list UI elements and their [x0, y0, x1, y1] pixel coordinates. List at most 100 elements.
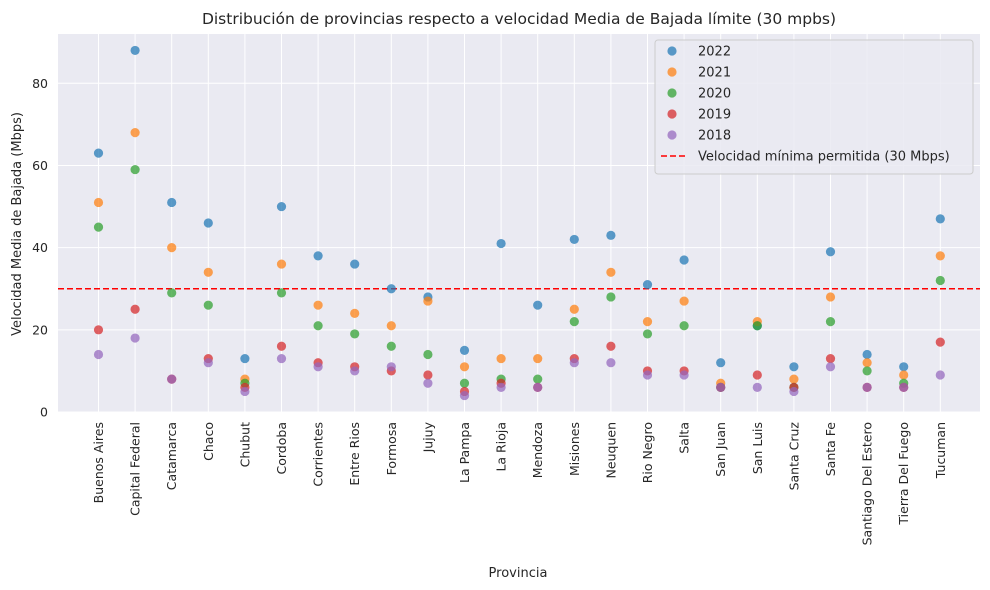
x-tick-label: Santa Fe — [823, 422, 838, 477]
data-point — [825, 317, 836, 327]
data-point — [533, 300, 543, 310]
legend-label: 2018 — [698, 129, 731, 144]
legend-label: 2019 — [698, 108, 731, 123]
data-point — [825, 247, 836, 257]
legend-label: Velocidad mínima permitida (30 Mbps) — [698, 150, 950, 165]
data-point — [93, 349, 104, 360]
y-tick-label: 40 — [32, 240, 48, 255]
data-point — [862, 382, 872, 392]
data-point — [825, 353, 836, 364]
data-point — [569, 317, 579, 327]
x-tick-label: La Pampa — [457, 422, 472, 483]
x-tick-label: Capital Federal — [128, 422, 143, 516]
x-tick-labels: Buenos Aires Capital Federal Catamarca Chac… — [91, 421, 948, 545]
data-point — [679, 255, 689, 265]
data-point — [716, 358, 726, 368]
legend: 2022 2021 2020 2019 2018 Velocidad mínima per… — [654, 39, 974, 175]
data-point — [899, 362, 909, 372]
x-tick-label: Neuquen — [603, 422, 618, 478]
data-points — [93, 45, 945, 401]
y-tick-labels: 0 20 40 60 80 — [32, 76, 48, 420]
chart-title: Distribución de provincias respecto a ve… — [202, 10, 836, 28]
legend-marker — [667, 109, 677, 119]
y-tick-label: 20 — [32, 322, 48, 337]
data-point — [240, 353, 250, 364]
x-tick-label: Salta — [677, 422, 692, 454]
data-point — [752, 370, 762, 380]
x-tick-label: Tierra Del Fuego — [896, 422, 911, 526]
data-point — [203, 218, 213, 228]
data-point — [459, 345, 470, 355]
x-tick-label: San Juan — [713, 422, 728, 477]
data-point — [642, 329, 653, 339]
data-point — [533, 374, 543, 384]
x-tick-label: Rio Negro — [640, 422, 655, 483]
data-point — [533, 353, 543, 364]
data-point — [825, 292, 836, 302]
y-tick-label: 60 — [32, 158, 48, 173]
data-point — [203, 267, 213, 277]
data-point — [716, 382, 726, 392]
legend-label: 2020 — [698, 87, 731, 102]
data-point — [240, 386, 250, 397]
data-point — [459, 362, 470, 372]
data-point — [167, 197, 177, 208]
x-tick-label: Tucuman — [933, 422, 948, 479]
x-tick-label: Santa Cruz — [786, 422, 801, 491]
data-point — [899, 370, 909, 380]
legend-box — [654, 39, 974, 175]
data-point — [459, 390, 470, 401]
data-point — [313, 321, 323, 331]
data-point — [203, 300, 213, 310]
data-point — [642, 280, 653, 290]
data-point — [386, 362, 396, 372]
data-point — [423, 296, 433, 306]
data-point — [569, 234, 579, 245]
x-tick-label: Santiago Del Estero — [860, 422, 875, 545]
legend-marker — [667, 46, 677, 56]
data-point — [313, 362, 323, 372]
x-tick-label: Entre Rios — [347, 422, 362, 486]
data-point — [679, 296, 689, 306]
data-point — [789, 362, 799, 372]
data-point — [935, 370, 945, 380]
data-point — [423, 378, 433, 388]
data-point — [93, 325, 104, 335]
data-point — [606, 292, 616, 302]
data-point — [789, 374, 799, 384]
x-tick-label: Cordoba — [274, 422, 289, 474]
data-point — [276, 341, 287, 351]
data-point — [789, 386, 799, 397]
x-tick-label: Chaco — [201, 422, 216, 461]
x-tick-label: Corrientes — [311, 422, 326, 487]
data-point — [350, 259, 360, 269]
data-point — [935, 337, 945, 347]
data-point — [313, 300, 323, 310]
data-point — [130, 128, 140, 138]
x-tick-label: Misiones — [567, 422, 582, 476]
x-tick-label: Formosa — [384, 422, 399, 475]
data-point — [93, 222, 104, 232]
x-tick-label: Jujuy — [420, 421, 435, 453]
legend-marker — [667, 67, 677, 77]
data-point — [350, 308, 360, 318]
data-point — [899, 382, 909, 392]
data-point — [386, 341, 396, 351]
data-point — [276, 201, 287, 212]
data-point — [130, 45, 140, 56]
data-point — [386, 284, 396, 294]
data-point — [935, 251, 945, 261]
data-point — [679, 321, 689, 331]
data-point — [606, 230, 616, 240]
data-point — [496, 238, 506, 249]
data-point — [642, 317, 653, 327]
data-point — [935, 275, 945, 286]
legend-marker — [667, 88, 677, 98]
x-tick-label: Chubut — [237, 422, 252, 467]
data-point — [130, 333, 140, 343]
legend-label: 2022 — [698, 45, 731, 60]
x-axis-label: Provincia — [489, 566, 548, 581]
data-point — [276, 353, 287, 364]
data-point — [533, 382, 543, 392]
